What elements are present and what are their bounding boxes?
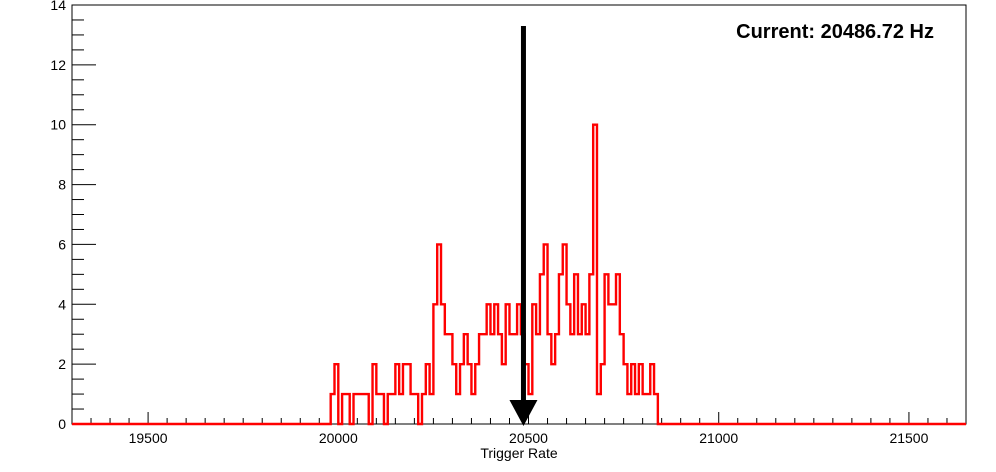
histogram-bin <box>567 304 571 424</box>
histogram-bin <box>475 364 479 424</box>
histogram-bin <box>395 364 399 424</box>
histogram-bin <box>544 244 548 424</box>
histogram-bin <box>601 364 605 424</box>
y-tick-label: 4 <box>58 296 66 312</box>
histogram-bin <box>468 364 472 424</box>
histogram-bin <box>589 274 593 424</box>
x-tick-label: 19500 <box>129 430 168 446</box>
histogram-bin <box>487 304 491 424</box>
histogram-bin <box>490 334 494 424</box>
histogram-bin <box>540 274 544 424</box>
histogram-bin <box>635 394 639 424</box>
y-tick-label: 0 <box>58 416 66 432</box>
y-tick-label: 12 <box>50 57 66 73</box>
histogram-bin <box>437 244 441 424</box>
histogram-bin <box>548 334 552 424</box>
histogram-bin <box>392 394 396 424</box>
x-tick-label: 21500 <box>889 430 928 446</box>
histogram-bin <box>650 364 654 424</box>
histogram-bin <box>494 304 498 424</box>
histogram-bin <box>597 394 601 424</box>
y-tick-label: 2 <box>58 356 66 372</box>
histogram-bin <box>620 334 624 424</box>
histogram-bin <box>441 304 445 424</box>
histogram-bin <box>586 334 590 424</box>
histogram-bin <box>559 274 563 424</box>
histogram-bin <box>373 364 377 424</box>
histogram-bin <box>502 364 506 424</box>
histogram-bin <box>464 334 468 424</box>
histogram-bin <box>414 394 418 424</box>
histogram-bin <box>498 334 502 424</box>
histogram-bin <box>479 334 483 424</box>
histogram-bin <box>570 334 574 424</box>
x-tick-label: 20500 <box>509 430 548 446</box>
y-axis: 0 2 4 6 8 10 12 14 <box>50 0 96 432</box>
histogram-bin <box>536 334 540 424</box>
y-tick-label: 8 <box>58 177 66 193</box>
histogram-bin <box>342 394 346 424</box>
histogram-bin <box>551 364 555 424</box>
histogram-bin <box>506 304 510 424</box>
histogram-outline <box>72 123 966 426</box>
histogram-bin <box>331 394 335 424</box>
histogram-bin <box>361 394 365 424</box>
histogram-bin <box>456 394 460 424</box>
histogram-bin <box>612 304 616 424</box>
histogram-bin <box>593 125 597 424</box>
histogram-bin <box>403 364 407 424</box>
histogram-bin <box>574 274 578 424</box>
histogram-bin <box>654 394 658 424</box>
current-rate-annotation: Current: 20486.72 Hz <box>736 21 934 43</box>
marker-layer <box>509 25 538 426</box>
histogram-bin <box>430 394 434 424</box>
histogram-bin <box>460 364 464 424</box>
histogram-bin <box>380 394 384 424</box>
histogram-bin <box>643 394 647 424</box>
histogram-bin <box>376 394 380 424</box>
histogram-bin <box>334 364 338 424</box>
histogram-bin <box>639 364 643 424</box>
histogram-bin <box>563 244 567 424</box>
histogram-bin <box>411 394 415 424</box>
marker-arrow-head <box>509 400 538 426</box>
histogram-bin <box>433 304 437 424</box>
x-tick-label: 20000 <box>319 430 358 446</box>
histogram-bin <box>616 274 620 424</box>
histogram-bin <box>509 334 513 424</box>
histogram-bin <box>631 364 635 424</box>
histogram-bin <box>605 274 609 424</box>
histogram-bin <box>608 304 612 424</box>
histogram-bin <box>354 394 358 424</box>
histogram-bin <box>399 394 403 424</box>
histogram-bin <box>483 334 487 424</box>
histogram-bin <box>627 394 631 424</box>
histogram-bin <box>555 334 559 424</box>
histogram-bin <box>578 334 582 424</box>
histogram-bin <box>346 394 350 424</box>
y-tick-label: 10 <box>50 117 66 133</box>
histogram-bin <box>407 364 411 424</box>
y-tick-label: 6 <box>58 236 66 252</box>
histogram-bin <box>426 364 430 424</box>
y-tick-label: 14 <box>50 0 66 13</box>
histogram-bin <box>452 364 456 424</box>
histogram-layer <box>72 123 966 426</box>
histogram-bin <box>422 394 426 424</box>
histogram-bin <box>582 304 586 424</box>
histogram-bin <box>646 394 650 424</box>
histogram-bin <box>388 394 392 424</box>
histogram-bin <box>445 334 449 424</box>
x-tick-label: 21000 <box>699 430 738 446</box>
histogram-bin <box>357 394 361 424</box>
x-axis-title: Trigger Rate <box>480 445 558 461</box>
histogram-bin <box>365 394 369 424</box>
histogram-bin <box>471 394 475 424</box>
histogram-bin <box>449 334 453 424</box>
histogram-bin <box>624 364 628 424</box>
